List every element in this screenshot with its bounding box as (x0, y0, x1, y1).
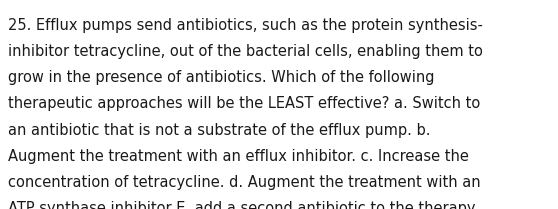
Text: ATP synthase inhibitor E. add a second antibiotic to the therapy: ATP synthase inhibitor E. add a second a… (8, 201, 475, 209)
Text: grow in the presence of antibiotics. Which of the following: grow in the presence of antibiotics. Whi… (8, 70, 435, 85)
Text: therapeutic approaches will be the LEAST effective? a. Switch to: therapeutic approaches will be the LEAST… (8, 96, 480, 111)
Text: concentration of tetracycline. d. Augment the treatment with an: concentration of tetracycline. d. Augmen… (8, 175, 480, 190)
Text: an antibiotic that is not a substrate of the efflux pump. b.: an antibiotic that is not a substrate of… (8, 122, 431, 138)
Text: Augment the treatment with an efflux inhibitor. c. Increase the: Augment the treatment with an efflux inh… (8, 149, 469, 164)
Text: 25. Efflux pumps send antibiotics, such as the protein synthesis-: 25. Efflux pumps send antibiotics, such … (8, 18, 483, 33)
Text: inhibitor tetracycline, out of the bacterial cells, enabling them to: inhibitor tetracycline, out of the bacte… (8, 44, 483, 59)
